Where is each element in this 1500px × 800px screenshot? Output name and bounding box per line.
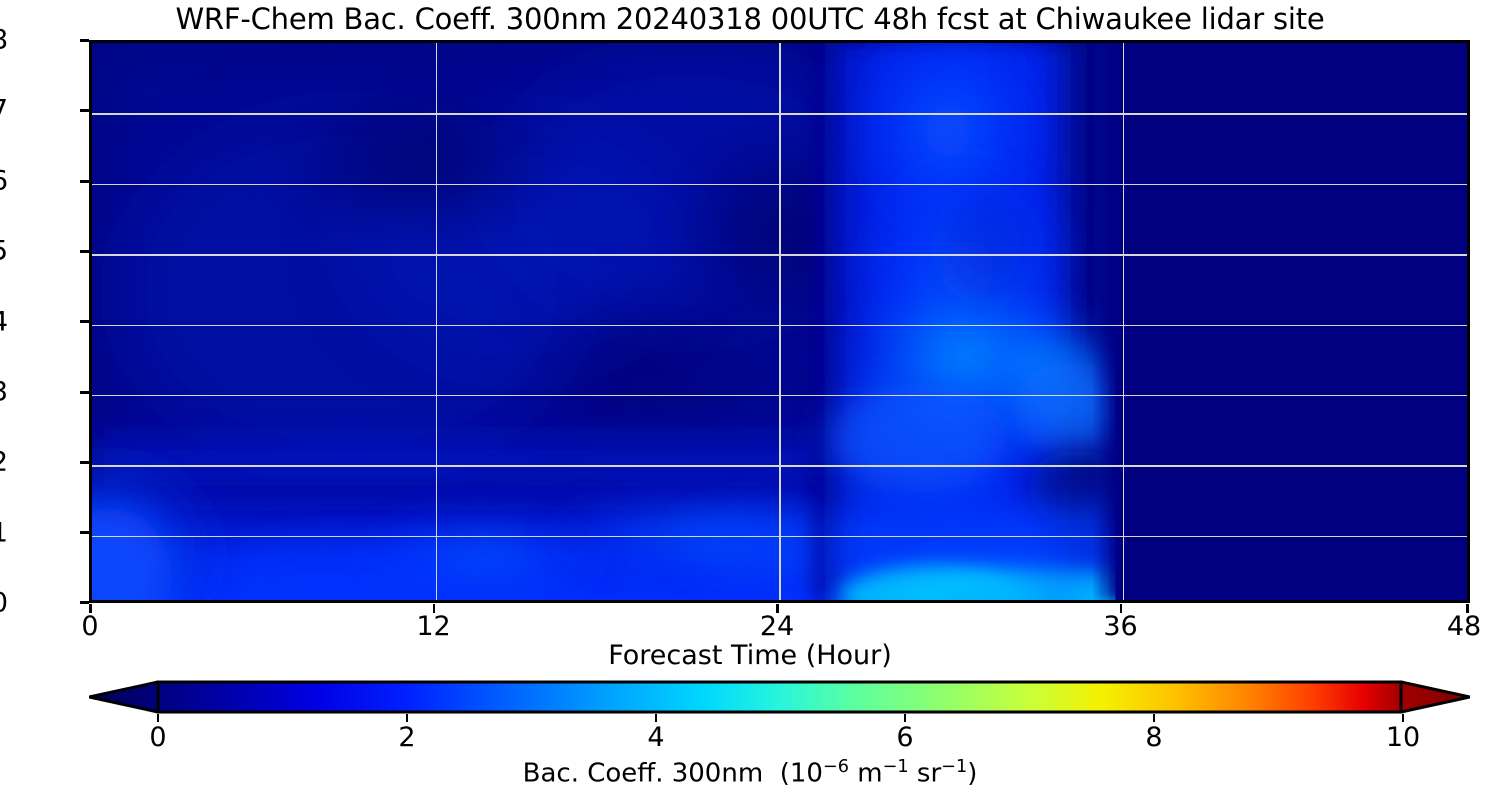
colorbar-label-units-sr: sr bbox=[908, 758, 942, 789]
ytick-label-3: 3 bbox=[0, 376, 8, 407]
ytick-label-8: 8 bbox=[0, 25, 8, 56]
ytick-label-5: 5 bbox=[0, 236, 8, 267]
cbtick-label-6: 6 bbox=[896, 722, 914, 753]
cbtick-mark-4 bbox=[655, 714, 658, 722]
xtick-label-36: 36 bbox=[1103, 611, 1138, 642]
ytick-label-1: 1 bbox=[0, 517, 8, 548]
ytick-mark-3 bbox=[80, 391, 89, 394]
cbtick-label-0: 0 bbox=[149, 722, 167, 753]
xtick-mark-36 bbox=[1119, 604, 1122, 613]
contour-field bbox=[92, 43, 1467, 600]
colorbar[interactable] bbox=[89, 680, 1470, 714]
ytick-label-0: 0 bbox=[0, 588, 8, 619]
colorbar-label-quantity: Bac. Coeff. 300nm bbox=[522, 758, 764, 789]
cbtick-mark-2 bbox=[406, 714, 409, 722]
ytick-mark-1 bbox=[80, 531, 89, 534]
cbtick-mark-6 bbox=[904, 714, 907, 722]
ytick-mark-0 bbox=[80, 601, 89, 604]
ytick-label-6: 6 bbox=[0, 165, 8, 196]
page-title: WRF-Chem Bac. Coeff. 300nm 20240318 00UT… bbox=[175, 2, 1325, 36]
ytick-mark-7 bbox=[80, 109, 89, 112]
colorbar-label-exp-3: −1 bbox=[941, 757, 968, 777]
xtick-mark-24 bbox=[776, 604, 779, 613]
cbtick-label-2: 2 bbox=[398, 722, 416, 753]
y-axis-label: Alt AGL (km) bbox=[0, 235, 4, 407]
xtick-label-48: 48 bbox=[1446, 611, 1482, 642]
cbtick-label-4: 4 bbox=[647, 722, 665, 753]
ytick-mark-2 bbox=[80, 461, 89, 464]
ytick-mark-6 bbox=[80, 180, 89, 183]
cbtick-mark-8 bbox=[1153, 714, 1156, 722]
cbtick-mark-0 bbox=[157, 714, 160, 722]
ytick-mark-5 bbox=[80, 250, 89, 253]
cbtick-label-10: 10 bbox=[1385, 722, 1421, 753]
xtick-label-0: 0 bbox=[81, 611, 99, 642]
colorbar-label: Bac. Coeff. 300nm (10−6 m−1 sr−1) bbox=[0, 757, 1500, 789]
colorbar-label-units-m: m bbox=[848, 758, 883, 789]
cbtick-label-8: 8 bbox=[1145, 722, 1163, 753]
xtick-mark-12 bbox=[432, 604, 435, 613]
xtick-label-12: 12 bbox=[416, 611, 451, 642]
xtick-mark-48 bbox=[1466, 604, 1469, 613]
ytick-mark-4 bbox=[80, 320, 89, 323]
plot-axes[interactable] bbox=[89, 40, 1470, 603]
ytick-label-7: 7 bbox=[0, 95, 8, 126]
xtick-label-24: 24 bbox=[759, 611, 795, 642]
ytick-label-2: 2 bbox=[0, 447, 8, 478]
cbtick-mark-10 bbox=[1402, 714, 1405, 722]
colorbar-label-units-prefix: (10 bbox=[779, 758, 823, 789]
colorbar-label-exp-2: −1 bbox=[882, 757, 909, 777]
colorbar-label-exp-1: −6 bbox=[822, 757, 849, 777]
colorbar-label-units-suffix: ) bbox=[967, 758, 978, 789]
x-axis-label: Forecast Time (Hour) bbox=[608, 640, 892, 671]
xtick-mark-0 bbox=[89, 604, 92, 613]
ytick-mark-8 bbox=[80, 39, 89, 42]
ytick-label-4: 4 bbox=[0, 306, 8, 337]
